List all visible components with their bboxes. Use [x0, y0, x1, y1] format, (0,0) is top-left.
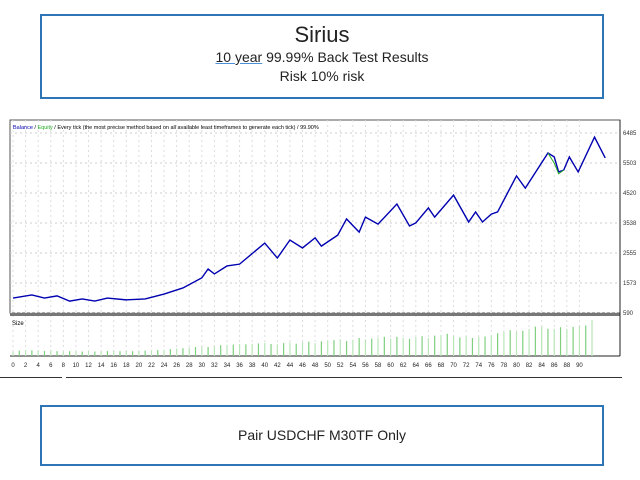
legend-rest: Every tick (the most precise method base… [57, 125, 318, 131]
legend-sep: / [53, 125, 58, 131]
legend-sep: / [33, 125, 38, 131]
period-link: 10 year [215, 49, 263, 65]
x-tick-label: 40 [261, 363, 268, 369]
x-tick-label: 90 [576, 363, 583, 369]
title-box: Sirius 10 year 99.99% Back Test Results … [40, 14, 604, 99]
x-tick-label: 18 [123, 363, 130, 369]
x-tick-label: 28 [186, 363, 193, 369]
x-tick-label: 46 [299, 363, 306, 369]
x-tick-label: 4 [37, 363, 41, 369]
size-label: Size [12, 321, 24, 327]
x-tick-label: 36 [236, 363, 243, 369]
x-tick-label: 68 [438, 363, 445, 369]
x-tick-label: 22 [148, 363, 155, 369]
y-tick-label: 1573 [623, 281, 637, 287]
x-tick-label: 24 [161, 363, 168, 369]
legend: Balance / Equity / Every tick (the most … [13, 125, 319, 131]
x-tick-label: 26 [173, 363, 180, 369]
x-tick-label: 32 [211, 363, 218, 369]
x-tick-label: 10 [73, 363, 80, 369]
equity-line [547, 152, 564, 175]
y-tick-label: 4520 [623, 191, 637, 197]
x-tick-label: 14 [98, 363, 105, 369]
x-tick-label: 8 [62, 363, 66, 369]
legend-equity: Equity [37, 125, 53, 131]
y-tick-label: 2555 [623, 251, 637, 257]
divider [0, 377, 62, 378]
x-tick-label: 84 [538, 363, 545, 369]
subtitle-rest: 99.99% Back Test Results [262, 49, 429, 65]
backtest-chart: Balance / Equity / Every tick (the most … [9, 119, 637, 369]
x-tick-label: 64 [412, 363, 419, 369]
x-tick-label: 78 [501, 363, 508, 369]
x-tick-label: 58 [375, 363, 382, 369]
legend-balance: Balance [13, 125, 33, 131]
x-tick-label: 80 [513, 363, 520, 369]
x-tick-label: 16 [110, 363, 117, 369]
x-tick-label: 2 [24, 363, 28, 369]
x-tick-label: 82 [526, 363, 533, 369]
x-tick-label: 70 [450, 363, 457, 369]
balance-line [12, 135, 606, 302]
x-tick-label: 72 [463, 363, 470, 369]
y-tick-label: 3538 [623, 221, 637, 227]
x-tick-label: 66 [425, 363, 432, 369]
x-tick-label: 30 [198, 363, 205, 369]
x-tick-label: 74 [475, 363, 482, 369]
pair-text: Pair USDCHF M30TF Only [237, 427, 407, 443]
x-tick-label: 20 [136, 363, 143, 369]
x-tick-label: 54 [350, 363, 357, 369]
x-tick-label: 0 [11, 363, 15, 369]
x-tick-label: 50 [324, 363, 331, 369]
x-tick-label: 42 [274, 363, 281, 369]
y-tick-label: 6485 [623, 131, 637, 137]
x-tick-label: 52 [337, 363, 344, 369]
subtitle: 10 year 99.99% Back Test Results [42, 48, 602, 67]
title: Sirius [294, 22, 350, 47]
pair-box: Pair USDCHF M30TF Only [40, 405, 604, 466]
x-tick-label: 86 [551, 363, 558, 369]
x-tick-label: 34 [224, 363, 231, 369]
x-tick-label: 38 [249, 363, 256, 369]
x-tick-label: 76 [488, 363, 495, 369]
x-tick-label: 56 [362, 363, 369, 369]
panel-divider [10, 313, 620, 316]
x-tick-label: 62 [400, 363, 407, 369]
risk-text: Risk 10% risk [279, 68, 365, 84]
x-tick-label: 6 [49, 363, 53, 369]
y-tick-label: 5503 [623, 161, 637, 167]
y-tick-label: 590 [623, 311, 634, 317]
x-tick-label: 44 [287, 363, 294, 369]
divider [66, 377, 622, 378]
x-tick-label: 48 [312, 363, 319, 369]
x-tick-label: 60 [387, 363, 394, 369]
x-tick-label: 88 [563, 363, 570, 369]
x-tick-label: 12 [85, 363, 92, 369]
